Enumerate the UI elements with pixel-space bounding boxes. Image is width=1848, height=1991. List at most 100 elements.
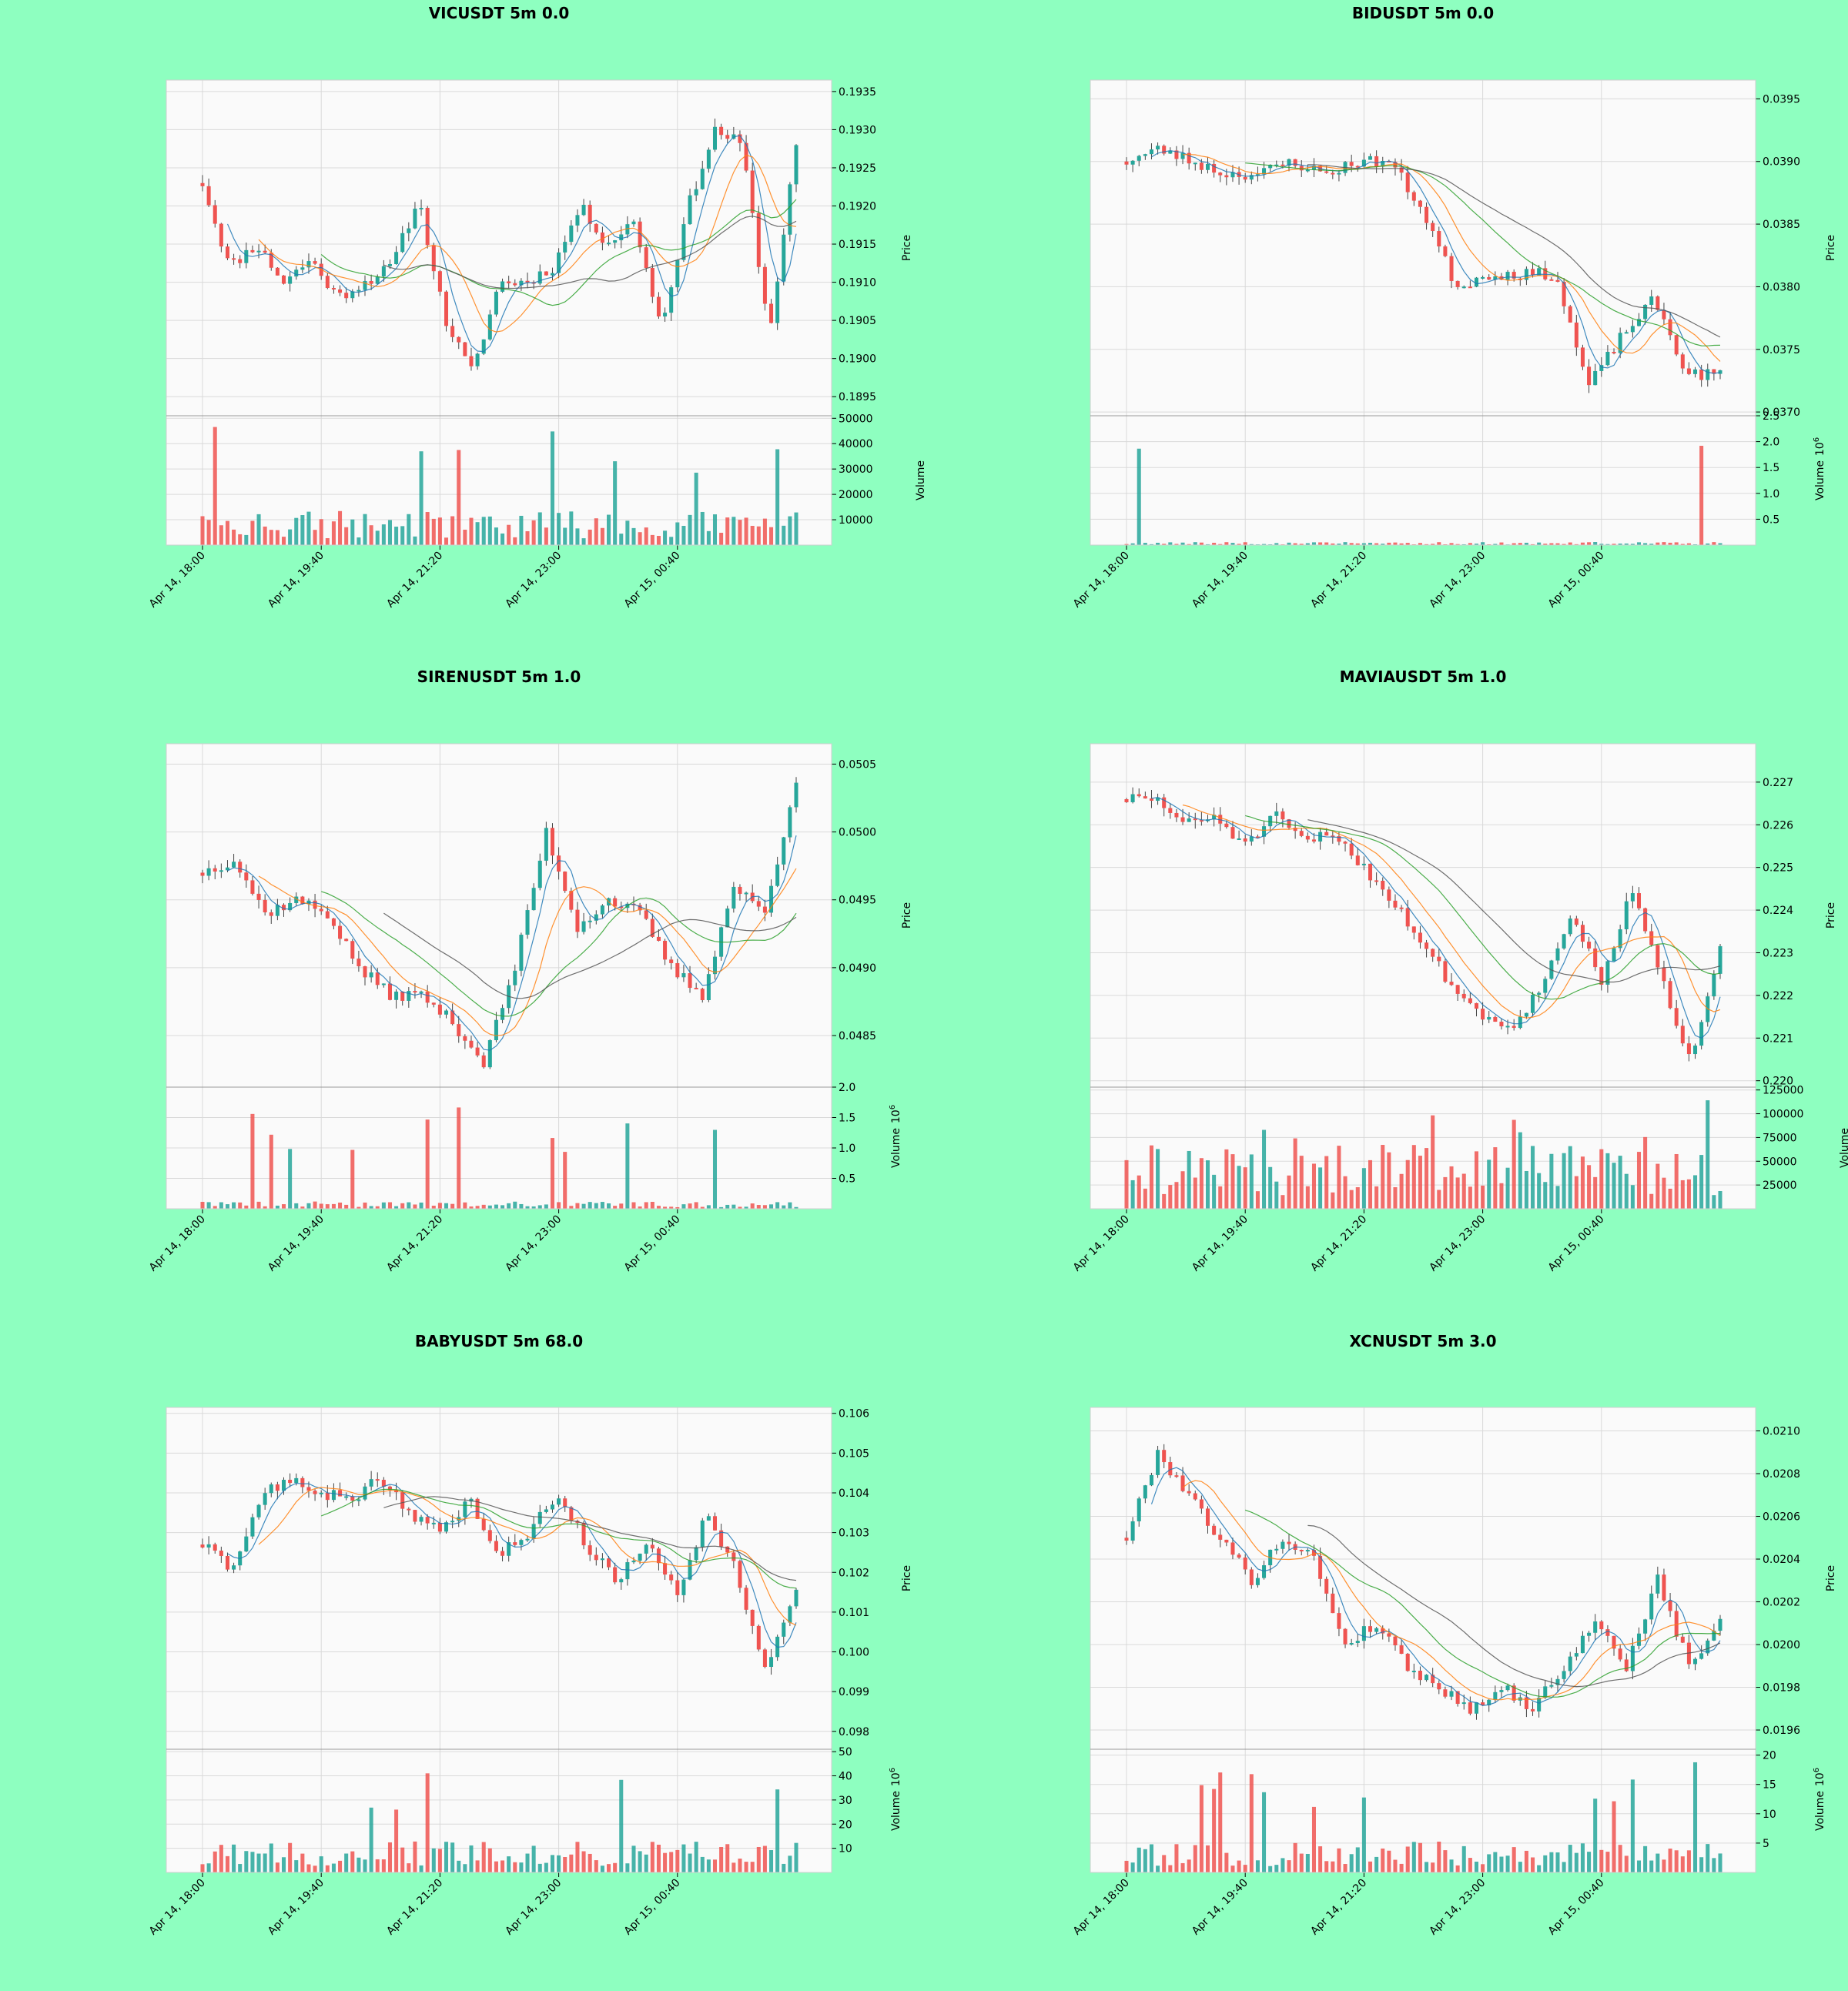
candle-body: [1212, 815, 1217, 820]
volume-bar: [1568, 1845, 1572, 1872]
volume-tick-label: 1.5: [1763, 462, 1779, 474]
volume-bar: [537, 1863, 542, 1872]
volume-bar: [1643, 543, 1648, 545]
volume-bar: [487, 516, 492, 545]
candle-body: [250, 1517, 255, 1537]
candle-body: [1455, 280, 1460, 287]
volume-tick-label: 20: [1763, 1750, 1776, 1762]
candle-body: [375, 972, 380, 985]
candle-body: [1706, 369, 1710, 380]
candle-body: [719, 126, 724, 136]
candle-body: [1212, 163, 1217, 173]
price-tick-label: 0.0485: [839, 1030, 876, 1042]
candle-body: [669, 959, 674, 963]
volume-bar: [319, 519, 323, 545]
volume-axis-exponent: 106: [1813, 437, 1826, 456]
volume-bar: [1149, 1145, 1153, 1209]
candle-body: [1218, 815, 1223, 824]
candle-body: [1224, 823, 1229, 828]
candle-body: [1487, 1016, 1491, 1020]
volume-bar: [1580, 542, 1585, 545]
candle-body: [431, 1002, 436, 1005]
volume-bar: [1499, 1183, 1504, 1209]
volume-bar: [1180, 542, 1185, 545]
candle-body: [1630, 326, 1635, 333]
x-tick-label: Apr 14, 21:20: [384, 1877, 445, 1938]
moving-average-line-10: [1182, 1480, 1721, 1701]
volume-bar: [281, 1857, 286, 1872]
candle-body: [1149, 798, 1153, 801]
volume-bar: [631, 527, 636, 545]
volume-bar: [1686, 543, 1691, 545]
candle-body: [550, 1504, 555, 1510]
candle-body: [1668, 1600, 1672, 1611]
candle-body: [1649, 296, 1654, 305]
candle-body: [1418, 1671, 1422, 1681]
volume-bar: [1199, 1158, 1204, 1209]
candle-body: [1505, 272, 1510, 280]
volume-bar: [1230, 1154, 1235, 1209]
price-tick-label: 0.0500: [839, 827, 876, 839]
candle-body: [1443, 1689, 1448, 1697]
candle-body: [569, 1507, 574, 1521]
candle-body: [694, 189, 698, 196]
candle-body: [619, 234, 624, 241]
candle-body: [1618, 333, 1622, 353]
volume-bar: [419, 1202, 424, 1209]
volume-bar: [744, 1206, 748, 1209]
volume-bar: [213, 1206, 217, 1209]
candle-body: [225, 246, 229, 259]
volume-bar: [1218, 1186, 1223, 1209]
candle-body: [450, 1010, 455, 1025]
candle-body: [1605, 351, 1610, 366]
volume-bar: [419, 1865, 424, 1872]
candle-body: [1524, 269, 1528, 280]
candle-body: [644, 1544, 648, 1554]
volume-bar: [313, 530, 317, 545]
candle-body: [419, 207, 424, 209]
candle-body: [413, 209, 417, 229]
candle-body: [1643, 1619, 1648, 1634]
volume-bar: [1368, 1159, 1373, 1209]
volume-bar: [1162, 1855, 1167, 1872]
candle-body: [1168, 808, 1173, 813]
candle-body: [1411, 926, 1416, 933]
candle-body: [487, 1530, 492, 1541]
price-axis-label: Price: [1825, 1565, 1837, 1591]
candle-body: [363, 280, 367, 290]
candle-body: [775, 864, 780, 886]
volume-bar: [1331, 1861, 1335, 1872]
candle-body: [1468, 1702, 1472, 1714]
volume-bar: [232, 529, 236, 545]
volume-bar: [425, 512, 430, 545]
chart-title: MAVIAUSDT 5m 1.0: [1340, 668, 1507, 686]
candle-body: [1262, 168, 1267, 175]
volume-bar: [1493, 1852, 1498, 1872]
candle-body: [363, 966, 367, 978]
candle-body: [256, 893, 261, 900]
price-tick-label: 0.1900: [839, 353, 876, 366]
volume-bar: [544, 1862, 548, 1872]
volume-tick-label: 5: [1763, 1838, 1769, 1850]
candle-body: [463, 342, 467, 356]
candle-body: [744, 142, 748, 171]
candle-body: [1274, 1548, 1279, 1551]
volume-bar: [1481, 542, 1485, 545]
volume-bar: [1262, 544, 1267, 545]
volume-bar: [1549, 543, 1554, 545]
volume-bar: [494, 1204, 498, 1209]
volume-bar: [1168, 1865, 1173, 1872]
volume-bar: [537, 1205, 542, 1209]
candle-body: [650, 1544, 654, 1549]
volume-bar: [232, 1202, 236, 1209]
volume-bar: [1574, 544, 1578, 545]
volume-bar: [1537, 1173, 1542, 1209]
volume-bar: [1587, 1165, 1592, 1209]
volume-bar: [463, 1202, 467, 1209]
volume-bar: [1630, 1779, 1635, 1872]
volume-bar: [238, 1202, 243, 1209]
candle-body: [719, 1530, 724, 1547]
volume-bar: [782, 1205, 786, 1209]
candle-body: [557, 855, 561, 872]
candle-body: [1512, 1026, 1516, 1029]
